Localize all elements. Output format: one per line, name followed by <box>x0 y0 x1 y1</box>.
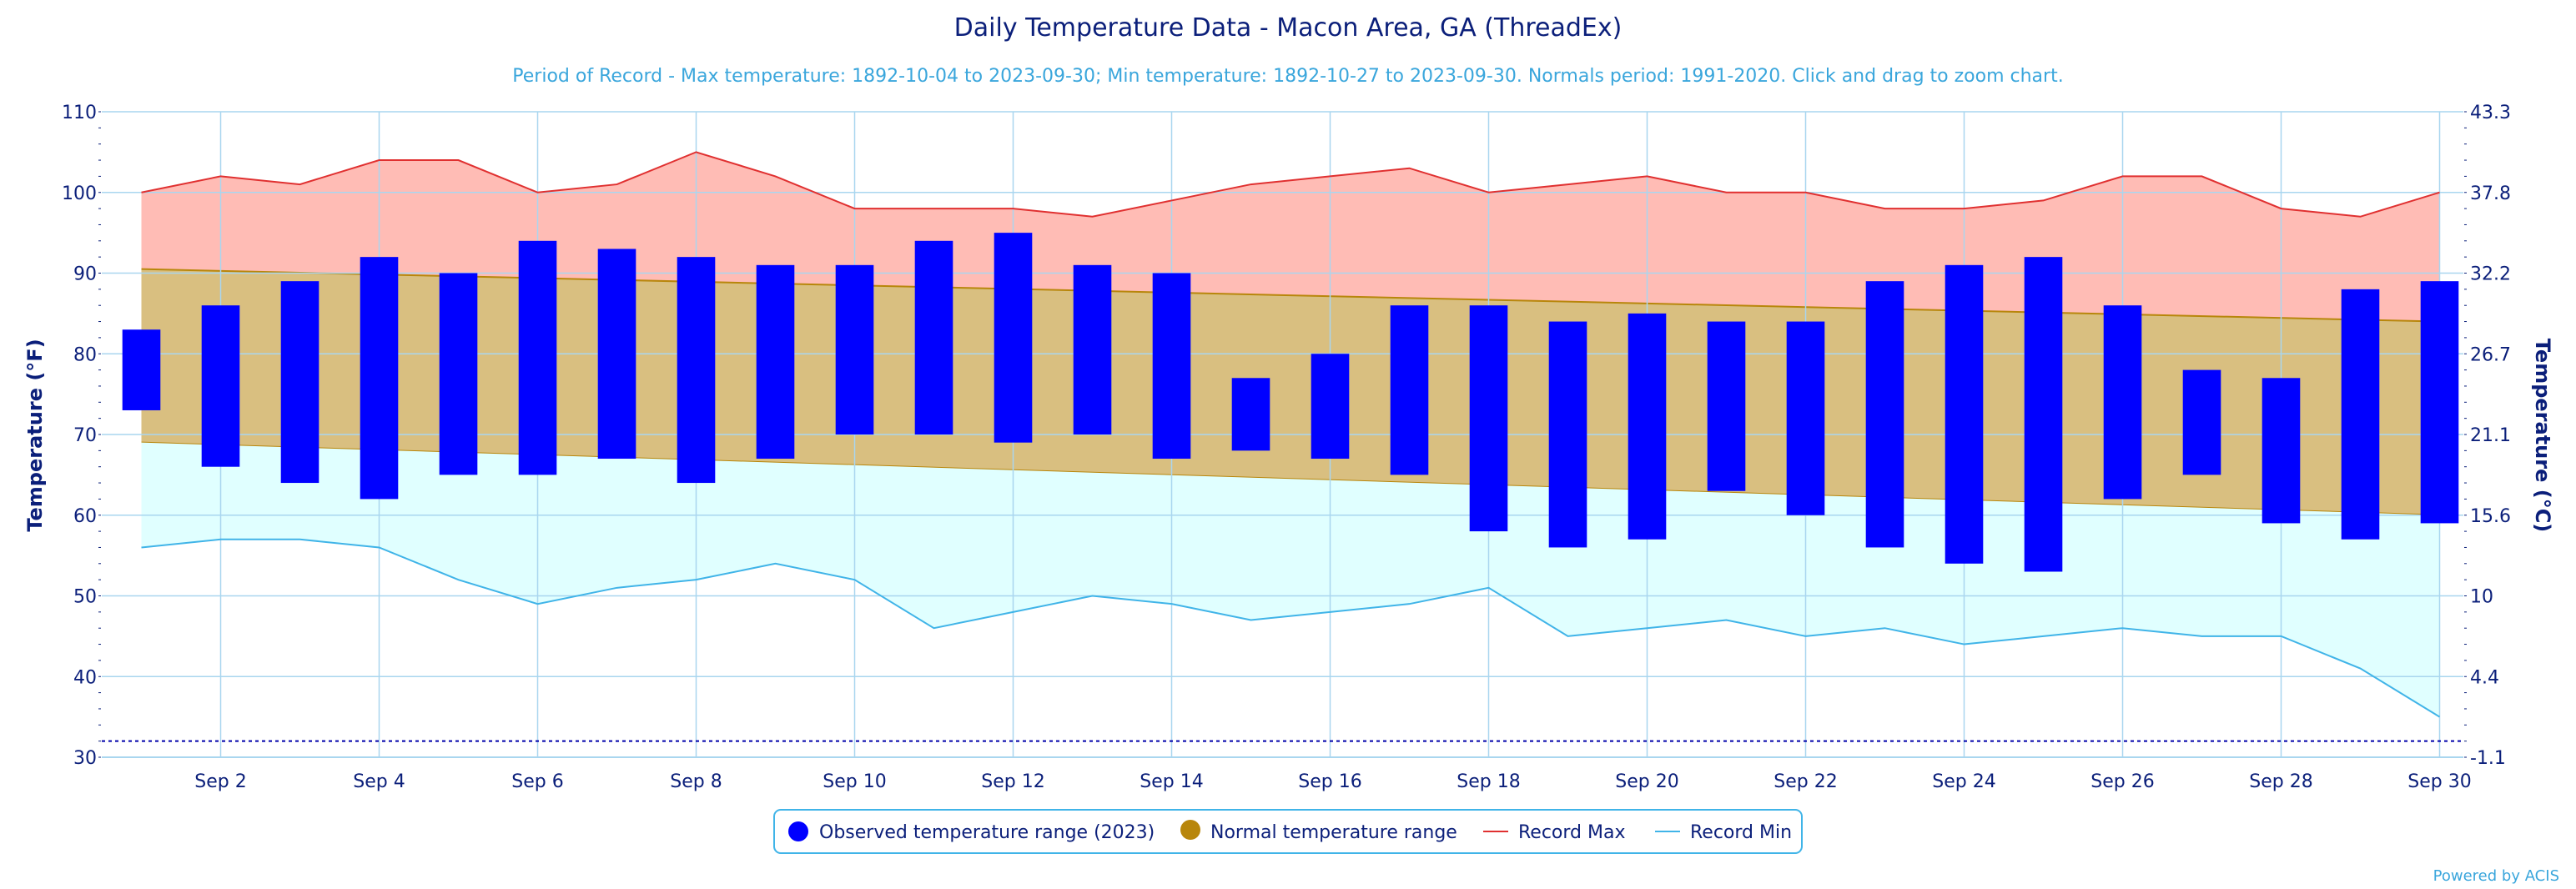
x-tick-label: Sep 14 <box>1140 771 1203 792</box>
observed-range-bar[interactable] <box>280 281 319 484</box>
x-tick-label: Sep 4 <box>353 771 405 792</box>
normal-range-band <box>141 269 2440 515</box>
observed-range-bar[interactable] <box>597 249 636 460</box>
record-min-area <box>141 442 2440 717</box>
observed-range-bar[interactable] <box>439 273 478 475</box>
observed-range-bar[interactable] <box>2024 257 2063 572</box>
observed-range-bar[interactable] <box>914 240 953 434</box>
y-tick-label-left: 90 <box>73 264 97 285</box>
observed-range-bar[interactable] <box>677 257 716 484</box>
y-tick-label-left: 30 <box>73 748 97 769</box>
normal-marker-icon <box>1180 820 1200 840</box>
observed-range-bar[interactable] <box>1548 321 1587 548</box>
observed-range-bar[interactable] <box>835 264 874 434</box>
y-tick-label-right: 21.1 <box>2470 425 2511 446</box>
y-tick-label-right: 26.7 <box>2470 344 2511 365</box>
y-tick-label-right: -1.1 <box>2470 748 2506 769</box>
observed-range-bar[interactable] <box>1231 378 1270 451</box>
y-tick-label-left: 60 <box>73 506 97 527</box>
observed-marker-icon <box>788 821 808 841</box>
y-tick-label-left: 40 <box>73 667 97 688</box>
y-axis-left-title: Temperature (°F) <box>23 339 47 531</box>
observed-range-bar[interactable] <box>1707 321 1746 491</box>
x-tick-label: Sep 28 <box>2249 771 2312 792</box>
legend-label-observed: Observed temperature range (2023) <box>819 822 1155 843</box>
observed-range-bar[interactable] <box>2420 281 2459 524</box>
observed-range-bar[interactable] <box>1469 305 1508 532</box>
legend-item-record-min[interactable]: Record Min <box>1655 822 1792 843</box>
observed-range-bar[interactable] <box>201 305 240 467</box>
observed-range-bar[interactable] <box>994 233 1033 443</box>
chart-title: Daily Temperature Data - Macon Area, GA … <box>954 13 1623 43</box>
chart-subtitle: Period of Record - Max temperature: 1892… <box>512 66 2063 87</box>
x-tick-label: Sep 26 <box>2090 771 2154 792</box>
observed-range-bar[interactable] <box>2182 369 2221 475</box>
record-max-area <box>141 152 2440 322</box>
observed-range-bar[interactable] <box>756 264 795 460</box>
legend-item-observed[interactable]: Observed temperature range (2023) <box>788 821 1155 843</box>
x-tick-label: Sep 20 <box>1615 771 1678 792</box>
observed-range-bar[interactable] <box>1311 354 1350 460</box>
observed-range-bar[interactable] <box>1865 281 1904 548</box>
legend-label-record-min: Record Min <box>1690 822 1792 843</box>
y-tick-label-right: 43.3 <box>2470 103 2511 123</box>
observed-range-bar[interactable] <box>1152 273 1191 460</box>
y-tick-label-left: 80 <box>73 344 97 365</box>
y-tick-label-right: 32.2 <box>2470 264 2511 285</box>
legend-label-record-max: Record Max <box>1518 822 1626 843</box>
y-tick-label-right: 37.8 <box>2470 183 2511 204</box>
observed-range-bar[interactable] <box>1390 305 1429 475</box>
x-tick-label: Sep 2 <box>194 771 246 792</box>
observed-range-bar[interactable] <box>2103 305 2142 500</box>
legend-label-normal: Normal temperature range <box>1210 822 1457 843</box>
observed-range-bar[interactable] <box>1945 264 1984 564</box>
y-tick-label-left: 100 <box>62 183 97 204</box>
y-tick-label-left: 50 <box>73 587 97 608</box>
credits-link[interactable]: Powered by ACIS <box>2433 867 2559 885</box>
y-tick-label-left: 110 <box>62 103 97 123</box>
observed-range-bar[interactable] <box>518 240 557 475</box>
plot-area[interactable]: 30 -1.1 40 4.4 50 10 60 15.6 70 21.1 80 26.7 90 32.2 1… <box>62 103 2511 792</box>
x-tick-label: Sep 16 <box>1298 771 1361 792</box>
observed-range-bar[interactable] <box>2341 289 2380 540</box>
x-tick-label: Sep 24 <box>1932 771 1995 792</box>
observed-range-bar[interactable] <box>1786 321 1825 515</box>
y-tick-label-right: 10 <box>2470 587 2493 608</box>
x-tick-label: Sep 18 <box>1457 771 1520 792</box>
legend-item-normal[interactable]: Normal temperature range <box>1180 820 1457 843</box>
legend: Observed temperature range (2023) Normal… <box>773 809 1803 854</box>
x-tick-label: Sep 8 <box>670 771 722 792</box>
record-min-line[interactable] <box>141 538 2441 718</box>
record-max-line[interactable] <box>141 151 2440 218</box>
observed-range-bar[interactable] <box>122 329 161 410</box>
y-tick-label-left: 70 <box>73 425 97 446</box>
observed-range-bar[interactable] <box>1628 313 1667 540</box>
y-axis-right-title: Temperature (°C) <box>2531 339 2554 533</box>
x-tick-label: Sep 22 <box>1774 771 1837 792</box>
legend-box <box>773 809 1803 854</box>
y-tick-label-right: 15.6 <box>2470 506 2511 527</box>
y-tick-label-right: 4.4 <box>2470 667 2499 688</box>
x-tick-label: Sep 30 <box>2407 771 2471 792</box>
observed-range-bar[interactable] <box>2262 378 2301 524</box>
x-tick-label: Sep 12 <box>981 771 1044 792</box>
observed-range-bar[interactable] <box>360 257 399 500</box>
x-tick-label: Sep 10 <box>823 771 886 792</box>
legend-item-record-max[interactable]: Record Max <box>1483 822 1626 843</box>
x-tick-label: Sep 6 <box>511 771 563 792</box>
observed-range-bar[interactable] <box>1073 264 1112 434</box>
